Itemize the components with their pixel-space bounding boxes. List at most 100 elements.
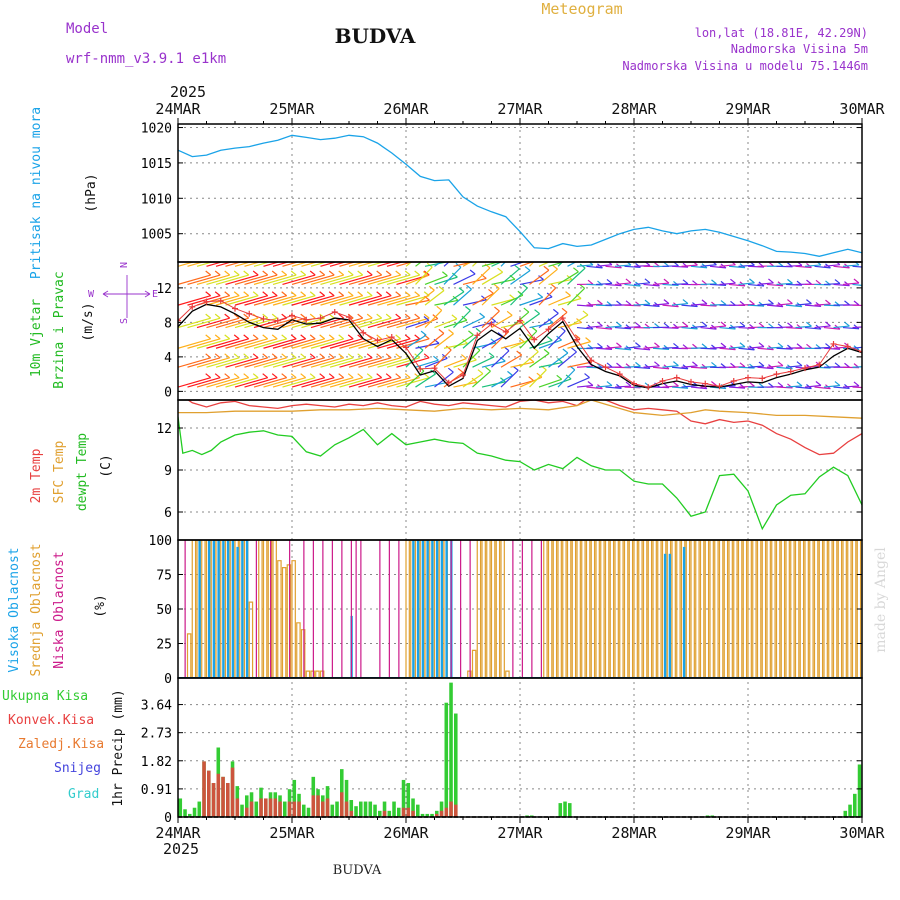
precip-conv-bar [259,798,263,817]
wind-barb-tick [863,282,868,286]
wind-barb-tick [395,373,402,379]
wind-barb [481,360,506,368]
cloud-high-bar [222,540,225,678]
wind-barb [719,326,736,330]
wind-barb-tick [347,373,354,379]
cloud-mid-bar [756,540,762,678]
wind-barb-tick [357,373,364,379]
wind-barb [671,386,688,389]
wind-barb-tick [538,275,544,281]
pressure-ytick-label: 1010 [141,192,172,207]
wind-barb [415,373,436,388]
wind-barb-tick [385,291,392,297]
wind-barb [348,274,382,286]
wind-barb [291,274,325,286]
wind-barb [614,264,631,267]
wind-barb-tick [290,373,297,379]
wind-barb-tick [720,300,727,306]
wind-barb [272,262,291,267]
precip-conv-bar [202,761,206,817]
cloud-mid-bar [267,540,273,678]
wind-barb [443,358,467,368]
wind-barb [367,357,401,368]
wind-barb [206,338,240,349]
wind-barb [861,265,862,267]
wind-barb [206,262,224,267]
wind-barb-tick [508,252,513,256]
wind-barb [529,369,547,388]
wind-barb-tick [458,287,465,293]
wind-barb [291,262,310,267]
cloud-mid-bar [281,567,287,678]
wind-barb-tick [469,269,476,275]
wind-barb [738,303,755,306]
cloud-mid-bar [742,540,748,678]
wind-barb [766,346,784,349]
cloud-mid-bar [823,540,828,678]
wind-barb [700,264,717,267]
wind-barb-tick [509,294,516,300]
wind-barb [681,326,698,330]
wind-barb [339,357,373,368]
wind-barb [728,283,745,287]
wind-ytick-label: 8 [164,316,172,331]
wind-barb [301,357,335,368]
wind-barb-tick [557,357,563,363]
precip-total-bar [363,801,368,817]
wind-barb [187,274,221,286]
wind-barb [339,295,373,306]
wind-barb [690,325,707,329]
wind-barb-tick [329,253,334,257]
wind-gust-mark [830,340,837,347]
wind-barb [386,262,405,267]
wind-gust-mark [773,371,780,378]
cloud-mid-bar [186,633,192,678]
wind-barb [681,304,698,308]
wind-barb-tick [606,278,613,284]
wind-barb-tick [873,279,878,283]
wind-barb [215,295,249,306]
wind-barb [310,338,344,349]
cloud-high-bar [241,540,244,678]
wind-barb [396,357,430,368]
cloud-mid-bar [495,540,501,678]
wind-barb-tick [300,334,307,340]
precip-total-bar [563,801,567,817]
wind-barb-tick [584,373,590,379]
precip-total-bar [411,798,415,817]
precip-total-bar [397,807,401,817]
cloud-high-bar [663,553,667,678]
precip-ylabel: 1hr Precip (mm) [111,689,126,806]
wind-barb [367,377,401,388]
cloud-mid-bar [842,540,847,678]
precip-conv-bar [316,795,320,817]
wind-gust-mark [303,316,310,323]
wind-barb [757,282,774,286]
wind-barb-tick [720,342,727,348]
wind-barb-tick [711,381,717,386]
wind-barb-tick [625,381,632,387]
precip-total-bar [857,764,862,817]
wind-gust-mark [588,357,595,364]
cloud-mid-bar [633,540,638,678]
wind-barb [747,304,765,307]
wind-barb [301,274,335,286]
cloud-mid-bar [471,649,477,678]
wind-barb [833,265,850,269]
compass-west: W [88,289,95,300]
wind-barb [225,274,259,286]
x-label-bottom: 25MAR [269,824,315,842]
wind-ytick-label: 0 [164,385,172,400]
wind-barb-tick [243,334,250,340]
wind-barb-tick [682,299,689,305]
wind-gust-mark [816,361,823,368]
station-title: BUDVA [335,24,416,48]
wind-barb [282,295,316,306]
precip-ytick-label: 0 [164,811,172,826]
wind-barb [576,384,593,388]
wind-barb [348,377,382,388]
wind-barb-tick [834,362,841,368]
wind-barb-tick [518,337,525,343]
wind-barb [557,338,581,349]
wind-barb [320,295,354,306]
